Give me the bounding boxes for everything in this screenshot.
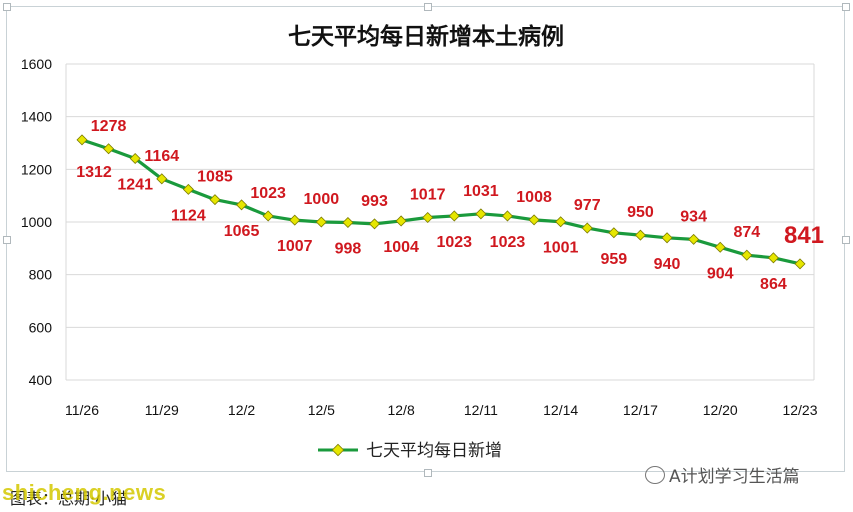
data-point — [182, 183, 194, 195]
data-label: 1001 — [543, 240, 579, 257]
data-point — [767, 252, 779, 264]
x-tick-label: 12/20 — [703, 402, 738, 418]
x-tick-label: 12/2 — [228, 402, 255, 418]
data-label: 1031 — [463, 183, 499, 200]
y-tick-label: 1400 — [21, 109, 52, 125]
data-label: 1023 — [490, 234, 526, 251]
legend-label: 七天平均每日新增 — [366, 441, 502, 461]
series-line-layer — [81, 138, 801, 266]
data-label: 1065 — [224, 223, 260, 240]
data-point — [741, 249, 753, 261]
chart-title: 七天平均每日新增本土病例 — [288, 23, 564, 50]
x-tick-label: 12/5 — [308, 402, 335, 418]
series-line — [81, 138, 801, 266]
y-tick-label: 1600 — [21, 56, 52, 72]
x-tick-label: 12/17 — [623, 402, 658, 418]
x-tick-label: 12/23 — [782, 402, 817, 418]
data-point — [369, 218, 381, 230]
data-label: 940 — [654, 256, 681, 273]
data-point — [581, 222, 593, 234]
data-label: 1241 — [117, 177, 153, 194]
data-point — [688, 233, 700, 245]
data-label: 977 — [574, 197, 601, 214]
data-label: 1008 — [516, 189, 552, 206]
data-point — [395, 215, 407, 227]
x-tick-label: 12/14 — [543, 402, 578, 418]
marker-layer — [76, 134, 806, 270]
data-label: 864 — [760, 276, 787, 293]
data-point — [103, 143, 115, 155]
line-chart: 七天平均每日新增本土病例 400 600 800 1000 1200 1400 1600 1… — [21, 23, 824, 461]
data-point — [422, 212, 434, 224]
data-label: 1017 — [410, 187, 446, 204]
watermark-site: shicheng.news — [2, 480, 167, 505]
chart-frame — [6, 6, 845, 472]
watermark-account-text: A计划学习生活篇 — [669, 467, 800, 487]
data-point — [528, 214, 540, 226]
y-tick-label: 800 — [29, 267, 53, 283]
x-tick-label: 12/11 — [464, 402, 498, 418]
legend-marker-swatch — [331, 443, 345, 457]
data-point — [661, 232, 673, 244]
data-point — [794, 258, 806, 270]
data-label: 1312 — [76, 164, 112, 181]
data-label: 1023 — [250, 185, 286, 202]
x-axis-ticks: 11/26 11/29 12/2 12/5 12/8 12/11 12/14 12/17 12/… — [65, 402, 818, 418]
x-tick-label: 12/8 — [387, 402, 414, 418]
data-label: 874 — [733, 224, 760, 241]
resize-handle-top[interactable] — [424, 3, 432, 11]
data-label: 1023 — [436, 234, 472, 251]
data-label: 950 — [627, 204, 654, 221]
data-point — [236, 199, 248, 211]
data-point — [262, 210, 274, 222]
resize-handle-top-right[interactable] — [842, 3, 850, 11]
data-label: 841 — [784, 222, 824, 249]
data-point — [76, 134, 88, 146]
x-tick-label: 11/29 — [145, 402, 179, 418]
data-point — [129, 153, 141, 165]
data-point — [501, 210, 513, 222]
data-label: 1007 — [277, 238, 313, 255]
legend: 七天平均每日新增 — [318, 441, 502, 461]
data-label: 934 — [680, 208, 707, 225]
y-axis-ticks: 400 600 800 1000 1200 1400 1600 — [21, 56, 52, 388]
y-tick-label: 600 — [29, 319, 53, 335]
data-point — [475, 208, 487, 220]
y-tick-label: 400 — [29, 372, 53, 388]
data-point — [555, 216, 567, 228]
data-point — [315, 216, 327, 228]
data-point — [608, 227, 620, 239]
data-point — [714, 241, 726, 253]
resize-handle-right[interactable] — [842, 236, 850, 244]
data-point — [156, 173, 168, 185]
data-point — [342, 217, 354, 229]
x-tick-label: 11/26 — [65, 402, 99, 418]
y-tick-label: 1200 — [21, 161, 52, 177]
data-label: 1164 — [144, 148, 179, 165]
data-label-layer: 1312 1278 1241 1164 1124 1085 1065 1023 1007 1000… — [76, 118, 824, 293]
resize-handle-bottom[interactable] — [424, 469, 432, 477]
data-point — [209, 194, 221, 206]
data-label: 1000 — [304, 191, 340, 208]
watermark-account: A计划学习生活篇 — [645, 462, 800, 487]
data-label: 1085 — [197, 169, 233, 186]
data-point — [448, 210, 460, 222]
data-label: 1124 — [171, 207, 206, 224]
y-tick-label: 1000 — [21, 214, 52, 230]
resize-handle-top-left[interactable] — [3, 3, 11, 11]
data-point — [289, 214, 301, 226]
wechat-icon — [645, 465, 665, 484]
source-caption: 图表：总期·小猫 — [10, 489, 128, 508]
data-label: 959 — [601, 251, 628, 268]
grid — [65, 63, 815, 381]
data-label: 993 — [361, 193, 388, 210]
data-label: 1278 — [91, 118, 127, 135]
data-label: 998 — [335, 241, 362, 258]
data-label: 1004 — [383, 239, 419, 256]
data-point — [634, 229, 646, 241]
data-label: 904 — [707, 265, 734, 282]
resize-handle-left[interactable] — [3, 236, 11, 244]
